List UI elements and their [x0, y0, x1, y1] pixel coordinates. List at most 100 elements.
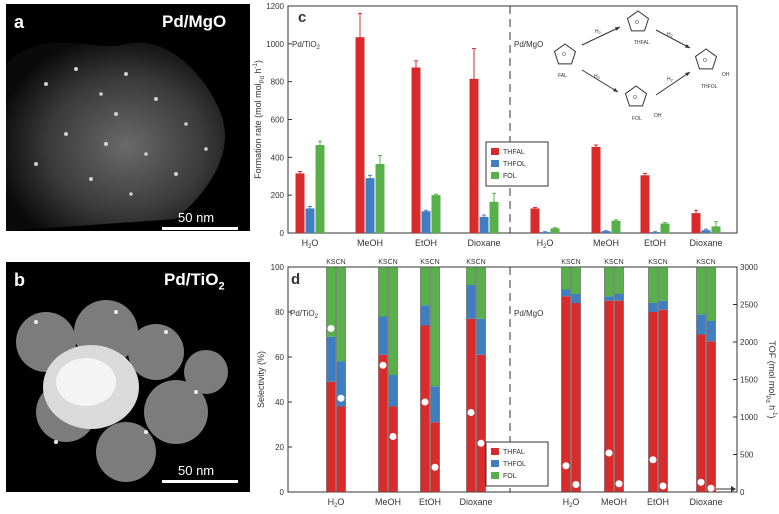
chart-d-ylabel-right-part: TOF (mol	[767, 340, 777, 380]
scheme-arrowhead	[615, 27, 620, 31]
chart-c-bar	[691, 213, 701, 233]
chart-d-catalyst-label: Pd/TiO2	[290, 309, 319, 320]
chart-d-tof-point	[605, 449, 613, 457]
scheme-fal-ring	[553, 43, 577, 65]
chart-d-xtick-part: MeOH	[601, 497, 627, 507]
chart-d-bar-thfal	[326, 381, 336, 492]
chart-d-bar-thfol	[430, 386, 440, 423]
chart-c-ytick-label: 200	[271, 191, 285, 200]
scheme-arrowhead	[685, 44, 690, 48]
chart-d-bar-fol	[561, 267, 571, 290]
scheme-h2-part: H	[594, 74, 598, 80]
scheme-thfol-oh: OH	[722, 72, 730, 78]
chart-d-tof-point	[389, 433, 397, 440]
chart-d-ytick-right-label: 500	[740, 451, 754, 460]
chart-c-ylabel: Formation rate (mol molPd h-1)	[253, 60, 266, 179]
chart-d-bar-fol	[420, 267, 430, 306]
panel-b-scalebar-label: 50 nm	[178, 463, 215, 478]
chart-d-bar-thfol	[326, 336, 336, 382]
chart-c-bar	[411, 67, 421, 234]
chart-d-bar-thfol	[571, 294, 581, 303]
chart-c-xtick-part: MeOH	[357, 238, 383, 248]
scheme-thfal-label: THFAL	[634, 40, 650, 46]
chart-d-legend-label: FOL	[503, 473, 517, 480]
chart-d-catalyst-label: Pd/MgO	[514, 309, 543, 318]
chart-d-bar-outline	[561, 266, 571, 493]
scheme-h2-part: H	[667, 32, 671, 38]
chart-c-bar	[375, 163, 385, 233]
chart-c-legend-label: THFAL	[503, 149, 525, 156]
chart-d-ytick-label: 20	[275, 443, 284, 452]
chart-d-bar-thfol	[561, 289, 571, 297]
chart-c-ylabel-sub: Pd	[260, 76, 266, 83]
chart-d-kscn-label: KSCN	[378, 259, 397, 266]
chart-c-xtick-part: MeOH	[593, 238, 619, 248]
chart-c-bar	[640, 175, 650, 233]
chart-d-xtick-label: EtOH	[647, 497, 669, 507]
chart-c-bar	[650, 232, 660, 233]
chart-d-xtick-sub: 2	[334, 503, 338, 509]
chart-c-ylabel-part: )	[253, 60, 263, 63]
chart-d-ytick-right-label: 3000	[740, 263, 758, 272]
chart-c-bar	[550, 228, 560, 233]
scheme-thfal-ring	[626, 10, 650, 32]
chart-d-bar-outline	[336, 266, 346, 493]
chart-c-xtick-label: MeOH	[357, 238, 383, 248]
panel-a-letter: a	[14, 12, 25, 32]
chart-c-ylabel-part: Formation rate (mol	[253, 98, 263, 179]
panel-b-scalebar	[162, 480, 238, 483]
chart-d-bar-outline	[571, 266, 581, 493]
chart-d-tof-point	[615, 480, 623, 488]
chart-d-ylabel: Selectivity (%)	[256, 351, 266, 408]
chart-c-legend-label: FOL	[503, 173, 517, 180]
chart-d-tof-point	[649, 456, 657, 464]
chart-d-bar-fol	[466, 267, 476, 285]
chart-d-xtick-part: O	[337, 497, 344, 507]
scheme-h2-label: H2	[595, 29, 602, 35]
chart-d-bar-thfol	[378, 316, 388, 355]
chart-d-bar-thfol	[388, 375, 398, 407]
chart-c-catalyst-label: Pd/MgO	[514, 40, 543, 49]
chart-d-tof-point	[562, 462, 570, 470]
scheme-thfol-ring	[694, 48, 718, 70]
chart-d-tof-point	[337, 394, 345, 402]
chart-c-bar	[355, 37, 365, 234]
chart-d-tof-axis-arrowhead	[731, 486, 736, 492]
chart-c-xtick-part: Dioxane	[467, 238, 500, 248]
chart-d-bar-outline	[648, 266, 658, 493]
chart-c-ytick-label: 600	[271, 116, 285, 125]
chart-d-bar-outline	[420, 266, 430, 493]
scheme-h2-sub: 2	[671, 78, 674, 83]
chart-d-tof-point	[477, 439, 485, 447]
chart-d-tof-point	[572, 481, 580, 488]
chart-d-bar-outline	[430, 266, 440, 493]
chart-c-catalyst-main: Pd/TiO	[292, 40, 317, 49]
chart-c-xtick-sub: 2	[543, 244, 547, 250]
chart-d-bar-thfal	[648, 312, 658, 492]
scheme-thfol-o: O	[703, 58, 707, 64]
chart-d-bar-fol	[658, 267, 668, 301]
chart-d-xtick-sub: 2	[569, 503, 573, 509]
chart-c-bar	[431, 195, 441, 233]
chart-c-ytick-label: 1200	[266, 2, 284, 11]
chart-c-ylabel-part: mol	[253, 83, 263, 98]
scheme-thfol-label: THFOL	[701, 84, 718, 90]
chart-c-bar	[540, 232, 550, 233]
chart-d-bar-thfal	[430, 422, 440, 492]
panel-b-title: Pd/TiO2	[164, 270, 225, 292]
scheme-h2-part: H	[667, 77, 671, 83]
chart-d-bar-outline	[388, 266, 398, 493]
chart-c-bar	[489, 201, 499, 233]
chart-d-bar-thfol	[614, 294, 624, 301]
chart-c-xtick-label: EtOH	[415, 238, 437, 248]
chart-c-formation-rate: 0 200 400 600 800 1000 1200 Formation rate (mol…	[253, 2, 738, 250]
panel-b-letter: b	[14, 270, 25, 290]
micrograph-b-texture	[16, 300, 228, 482]
chart-d-xtick-part: Dioxane	[689, 497, 722, 507]
chart-d-tof-point	[697, 478, 705, 486]
chart-d-ylabel-right: TOF (mol molPd h-1)	[764, 340, 777, 418]
chart-d-bar-outline	[326, 266, 336, 493]
chart-d-tof-point	[707, 484, 715, 492]
chart-c-xtick-part: H	[537, 238, 544, 248]
